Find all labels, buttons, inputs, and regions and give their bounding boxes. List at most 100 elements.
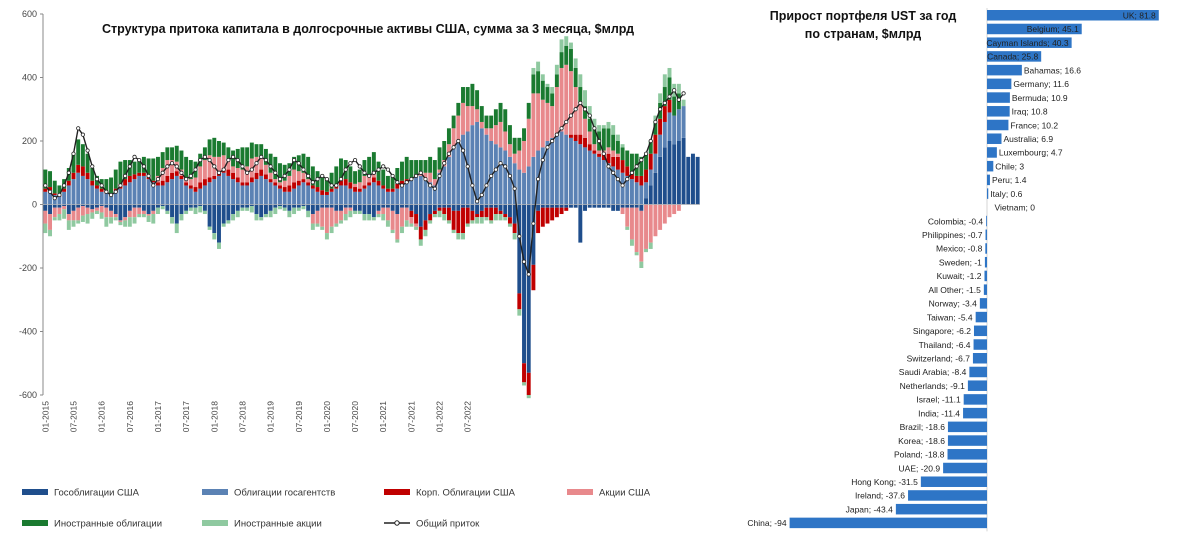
total-inflow-point-85 bbox=[442, 161, 447, 166]
bar-segment-s0-135 bbox=[676, 141, 681, 205]
bar-segment-s0-52 bbox=[287, 204, 292, 211]
bar-segment-s2-20 bbox=[137, 172, 142, 176]
bar-segment-s2-125 bbox=[629, 172, 634, 180]
bar-segment-s0-97 bbox=[498, 204, 503, 211]
bar-segment-s1-100 bbox=[512, 163, 517, 205]
bar-segment-s3-53 bbox=[292, 169, 297, 183]
bar-segment-s0-12 bbox=[99, 204, 104, 207]
bar-segment-s4-68 bbox=[362, 160, 367, 176]
bar-segment-s3-5 bbox=[66, 214, 71, 221]
bar-segment-s0-43 bbox=[245, 204, 250, 208]
bar-segment-s0-63 bbox=[339, 204, 343, 211]
bar-segment-s1-37 bbox=[217, 175, 221, 205]
bar-segment-s0-3 bbox=[57, 204, 62, 208]
bar-segment-s4-80 bbox=[418, 160, 423, 173]
bar-segment-s3-46 bbox=[259, 156, 264, 170]
left-legend: Гособлигации США Облигации госагентств Кор… bbox=[22, 488, 651, 530]
bar-segment-s0-109 bbox=[554, 204, 559, 208]
bar-segment-s5-119 bbox=[601, 125, 606, 129]
bar-segment-s5-73 bbox=[385, 220, 390, 227]
legend-swatch-2 bbox=[384, 489, 410, 495]
total-inflow-point-46 bbox=[259, 154, 264, 159]
bar-segment-s5-83 bbox=[432, 214, 437, 218]
bar-segment-s4-30 bbox=[184, 156, 189, 180]
total-inflow-point-17 bbox=[123, 173, 128, 179]
total-inflow-point-61 bbox=[329, 183, 334, 188]
country-label-11: Chile; 3 bbox=[995, 161, 1024, 171]
country-bar-25 bbox=[972, 353, 987, 364]
bar-segment-s3-35 bbox=[207, 155, 212, 178]
bar-segment-s5-51 bbox=[282, 207, 287, 211]
total-inflow-point-54 bbox=[296, 161, 301, 166]
total-inflow-point-91 bbox=[470, 183, 475, 188]
total-inflow-point-2 bbox=[52, 196, 57, 201]
bar-segment-s0-93 bbox=[479, 204, 484, 211]
bar-segment-s5-19 bbox=[132, 217, 137, 224]
bar-segment-s4-104 bbox=[531, 74, 536, 94]
bar-segment-s3-27 bbox=[170, 160, 175, 173]
bar-segment-s1-47 bbox=[263, 179, 268, 205]
bar-segment-s1-28 bbox=[174, 175, 179, 205]
bar-segment-s0-26 bbox=[165, 204, 170, 211]
bar-segment-s1-23 bbox=[151, 182, 156, 205]
bar-segment-s4-15 bbox=[113, 169, 118, 189]
bar-segment-s0-83 bbox=[432, 204, 437, 211]
bar-segment-s4-67 bbox=[357, 169, 362, 183]
bar-segment-s5-117 bbox=[592, 118, 597, 129]
legend-swatch-5 bbox=[202, 520, 228, 526]
bar-segment-s0-112 bbox=[568, 204, 573, 208]
bar-segment-s5-15 bbox=[113, 217, 118, 221]
bar-segment-s0-62 bbox=[334, 204, 339, 211]
bar-segment-s2-36 bbox=[212, 175, 217, 180]
total-inflow-point-0 bbox=[43, 183, 48, 188]
bar-segment-s0-65 bbox=[348, 204, 353, 208]
country-label-27: Netherlands; -9.1 bbox=[900, 381, 965, 391]
bar-segment-s0-131 bbox=[658, 156, 663, 205]
bar-segment-s4-70 bbox=[371, 152, 376, 175]
bar-segment-s5-52 bbox=[287, 210, 292, 218]
bar-segment-s3-0 bbox=[43, 210, 48, 224]
total-inflow-point-119 bbox=[601, 151, 606, 156]
bar-segment-s1-78 bbox=[409, 179, 414, 205]
bar-segment-s1-25 bbox=[160, 185, 165, 205]
bar-segment-s4-86 bbox=[446, 128, 451, 145]
bar-segment-s1-18 bbox=[127, 182, 132, 205]
ust-portfolio-chart: Прирост портфеля UST за год по странам, … bbox=[747, 8, 1159, 532]
bar-segment-s2-108 bbox=[550, 207, 555, 221]
bar-segment-s0-104 bbox=[531, 204, 536, 265]
bar-segment-s1-38 bbox=[221, 172, 226, 205]
bar-segment-s3-49 bbox=[273, 179, 278, 183]
bar-segment-s0-68 bbox=[362, 204, 367, 215]
bar-segment-s5-105 bbox=[536, 61, 541, 72]
bar-segment-s0-23 bbox=[151, 204, 156, 211]
bar-segment-s1-48 bbox=[268, 182, 273, 205]
bar-segment-s2-46 bbox=[259, 169, 264, 176]
bar-segment-s3-111 bbox=[564, 64, 569, 135]
total-inflow-point-7 bbox=[76, 126, 81, 131]
total-inflow-point-71 bbox=[376, 167, 381, 172]
bar-segment-s4-106 bbox=[540, 80, 545, 100]
bar-segment-s4-111 bbox=[564, 45, 569, 65]
bar-segment-s0-132 bbox=[662, 147, 667, 205]
bar-segment-s5-76 bbox=[400, 226, 404, 234]
bar-segment-s2-81 bbox=[423, 220, 428, 230]
bar-segment-s5-67 bbox=[357, 210, 362, 215]
country-bar-7 bbox=[987, 106, 1010, 117]
total-inflow-point-103 bbox=[526, 272, 531, 277]
bar-segment-s4-101 bbox=[517, 137, 522, 151]
bar-segment-s5-97 bbox=[498, 214, 503, 221]
bar-segment-s1-53 bbox=[292, 188, 297, 205]
bar-segment-s1-24 bbox=[156, 185, 160, 205]
bar-segment-s3-11 bbox=[95, 207, 99, 211]
total-inflow-point-59 bbox=[320, 173, 325, 179]
country-label-8: France; 10.2 bbox=[1010, 120, 1058, 130]
bar-segment-s0-118 bbox=[597, 204, 602, 208]
bar-segment-s2-71 bbox=[376, 180, 381, 186]
bar-segment-s3-124 bbox=[625, 207, 630, 227]
bar-segment-s5-28 bbox=[174, 223, 179, 234]
bar-segment-s0-53 bbox=[292, 204, 297, 208]
total-inflow-point-112 bbox=[568, 113, 574, 118]
bar-segment-s3-79 bbox=[414, 223, 419, 227]
bar-segment-s5-118 bbox=[597, 125, 602, 132]
total-inflow-point-99 bbox=[507, 173, 513, 179]
